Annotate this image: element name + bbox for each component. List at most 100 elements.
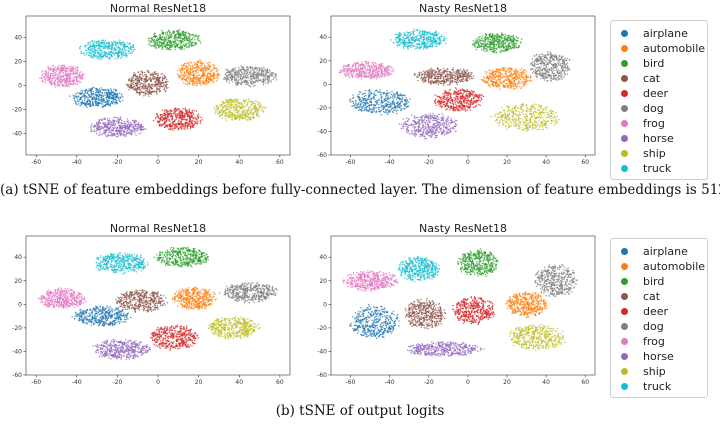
data-point: [397, 106, 399, 109]
data-point: [199, 42, 202, 44]
data-point: [139, 126, 142, 128]
data-point: [151, 77, 153, 79]
data-point: [182, 32, 184, 35]
data-point: [89, 126, 92, 128]
data-point: [137, 91, 139, 94]
data-point: [168, 40, 170, 42]
data-point: [167, 80, 169, 83]
data-point: [516, 76, 519, 79]
data-point: [97, 105, 100, 107]
data-point: [87, 98, 89, 101]
data-point: [246, 101, 249, 104]
data-point: [162, 32, 165, 34]
data-point: [252, 114, 254, 116]
data-point: [522, 77, 525, 79]
data-point: [352, 100, 354, 103]
data-point: [151, 74, 154, 76]
data-point: [381, 100, 383, 103]
data-point: [76, 103, 78, 106]
data-point: [91, 53, 93, 56]
data-point: [487, 79, 490, 81]
data-point: [154, 36, 156, 39]
data-point: [108, 46, 110, 49]
data-point: [89, 56, 92, 58]
data-point: [84, 102, 87, 105]
data-point: [102, 121, 104, 124]
data-point: [65, 84, 68, 86]
data-point: [505, 84, 507, 87]
data-point: [108, 123, 110, 126]
data-point: [263, 74, 265, 77]
data-point: [76, 78, 78, 81]
data-point: [141, 73, 143, 76]
data-point: [238, 79, 240, 81]
data-point: [201, 63, 203, 66]
data-point: [94, 50, 96, 52]
data-point: [108, 45, 110, 47]
data-point: [179, 41, 182, 43]
data-point: [115, 102, 118, 104]
data-point: [58, 68, 60, 70]
plot-svg: Normal ResNet18-60 -40 -20 0 20 40 60-40-20020…: [12, 2, 291, 166]
data-point: [236, 116, 239, 118]
data-point: [375, 89, 378, 91]
data-point: [250, 69, 252, 71]
data-point: [102, 101, 104, 103]
data-point: [375, 103, 378, 105]
data-point: [134, 130, 137, 132]
data-point: [178, 108, 181, 111]
data-point: [193, 36, 195, 39]
data-point: [149, 77, 151, 80]
data-point: [210, 79, 212, 82]
data-point: [362, 99, 364, 102]
data-point: [76, 75, 78, 77]
data-point: [62, 78, 64, 80]
data-point: [366, 105, 368, 107]
data-point: [92, 102, 94, 105]
data-point: [207, 64, 210, 66]
data-point: [509, 80, 512, 83]
data-point: [176, 73, 179, 75]
data-point: [83, 54, 86, 56]
data-point: [271, 71, 273, 74]
data-point: [192, 76, 195, 78]
data-point: [499, 88, 501, 90]
data-point: [93, 44, 95, 47]
data-point: [242, 103, 244, 106]
data-point: [185, 46, 188, 48]
data-point: [194, 74, 196, 77]
data-point: [251, 69, 254, 71]
data-point: [262, 80, 265, 83]
data-point: [100, 103, 103, 105]
data-point: [250, 78, 253, 81]
data-point: [102, 88, 104, 91]
data-point: [89, 46, 91, 48]
data-point: [169, 42, 172, 44]
data-point: [87, 46, 90, 49]
data-point: [164, 44, 166, 46]
data-point: [213, 73, 215, 75]
data-point: [191, 80, 194, 82]
data-point: [113, 94, 115, 96]
data-point: [186, 125, 189, 128]
data-point: [76, 81, 78, 83]
data-point: [126, 118, 129, 120]
data-point: [490, 79, 492, 82]
data-point: [53, 83, 55, 86]
data-point: [265, 70, 267, 72]
data-point: [51, 75, 54, 77]
data-point: [480, 78, 483, 81]
data-point: [93, 98, 96, 100]
data-point: [382, 110, 385, 113]
data-point: [224, 117, 227, 120]
x-tick-label: -60: [31, 159, 41, 166]
data-point: [100, 40, 103, 42]
data-point: [396, 96, 399, 99]
data-point: [123, 126, 126, 129]
data-point: [136, 127, 139, 129]
data-point: [43, 72, 45, 75]
data-point: [142, 75, 144, 77]
data-point: [115, 96, 118, 99]
data-point: [134, 128, 136, 131]
data-point: [95, 56, 98, 58]
